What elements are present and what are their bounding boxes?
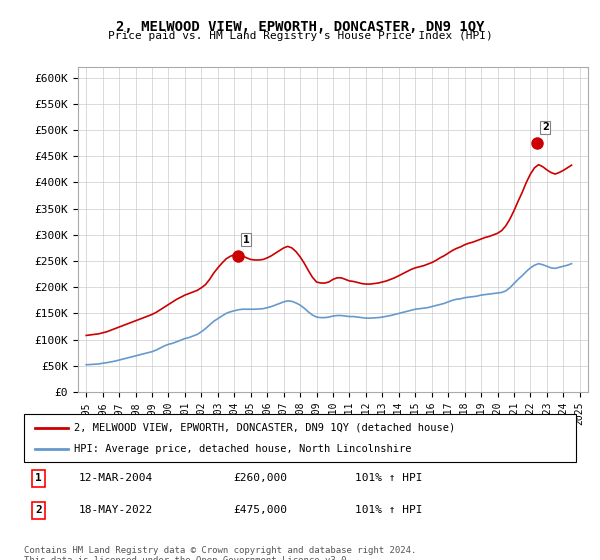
Text: 101% ↑ HPI: 101% ↑ HPI (355, 473, 422, 483)
Text: 1: 1 (242, 235, 249, 245)
Text: £260,000: £260,000 (234, 473, 288, 483)
Text: 2: 2 (542, 122, 548, 132)
Text: Contains HM Land Registry data © Crown copyright and database right 2024.
This d: Contains HM Land Registry data © Crown c… (24, 546, 416, 560)
Text: 12-MAR-2004: 12-MAR-2004 (79, 473, 154, 483)
Text: £475,000: £475,000 (234, 505, 288, 515)
Text: 18-MAY-2022: 18-MAY-2022 (79, 505, 154, 515)
FancyBboxPatch shape (24, 414, 576, 462)
Text: 101% ↑ HPI: 101% ↑ HPI (355, 505, 422, 515)
Text: 2, MELWOOD VIEW, EPWORTH, DONCASTER, DN9 1QY (detached house): 2, MELWOOD VIEW, EPWORTH, DONCASTER, DN9… (74, 423, 455, 433)
Text: 2: 2 (35, 505, 42, 515)
Text: 1: 1 (35, 473, 42, 483)
Text: HPI: Average price, detached house, North Lincolnshire: HPI: Average price, detached house, Nort… (74, 444, 411, 454)
Text: 2, MELWOOD VIEW, EPWORTH, DONCASTER, DN9 1QY: 2, MELWOOD VIEW, EPWORTH, DONCASTER, DN9… (116, 20, 484, 34)
Text: Price paid vs. HM Land Registry's House Price Index (HPI): Price paid vs. HM Land Registry's House … (107, 31, 493, 41)
